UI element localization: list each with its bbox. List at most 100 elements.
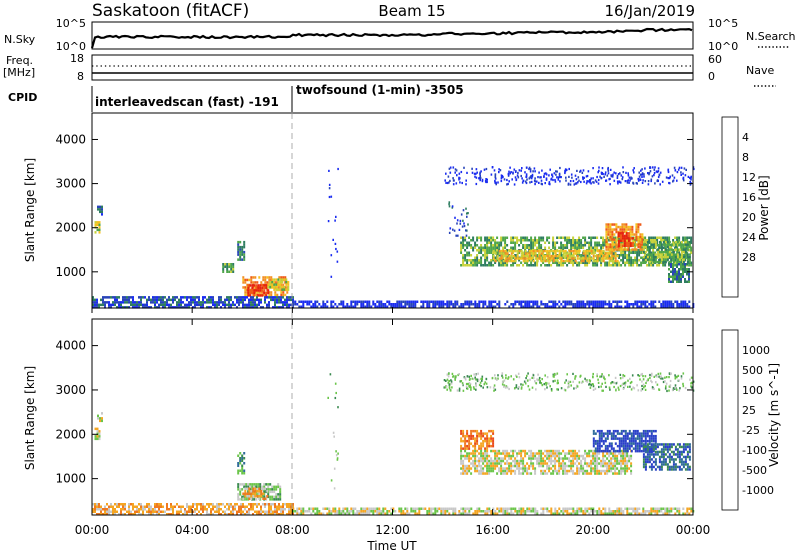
power-region (492, 249, 619, 263)
power-cell (356, 300, 359, 303)
power-point (479, 174, 481, 178)
velocity-cell (228, 503, 230, 506)
power-cell (676, 264, 679, 267)
power-cell (570, 239, 573, 242)
power-cell (524, 246, 527, 249)
velocity-cell (642, 465, 645, 469)
power-point (556, 176, 558, 179)
power-cell (658, 249, 661, 252)
y-tick-label: 1000 (55, 265, 86, 279)
power-cell (622, 254, 625, 257)
power-cell (664, 244, 667, 247)
velocity-cell (246, 492, 249, 495)
power-cell (668, 273, 670, 276)
velocity-cell (618, 442, 621, 445)
power-cell (438, 305, 441, 308)
power-cell (464, 300, 467, 303)
power-cell (584, 239, 587, 242)
power-cell (412, 300, 415, 303)
velocity-cell (482, 442, 485, 445)
velocity-cell (688, 450, 691, 454)
velocity-cell (480, 447, 483, 450)
velocity-cell (590, 469, 593, 473)
power-cell (641, 235, 644, 239)
power-cell (368, 305, 371, 308)
velocity-cell (642, 434, 645, 438)
velocity-cell (196, 508, 198, 511)
power-cell (674, 255, 677, 259)
power-cell (498, 305, 501, 308)
power-cell (639, 243, 642, 246)
power-point (680, 171, 682, 174)
power-cell (283, 288, 286, 291)
power-cell (106, 296, 108, 299)
power-cell (398, 305, 401, 308)
power-cell (542, 254, 545, 258)
power-cell (646, 253, 649, 256)
power-cell (586, 257, 589, 260)
power-cell (618, 261, 621, 264)
power-cell (273, 285, 276, 289)
velocity-cell (576, 469, 579, 473)
power-cell (230, 265, 233, 268)
velocity-cell (652, 443, 655, 446)
velocity-cell (241, 457, 244, 460)
velocity-cell (656, 450, 659, 454)
power-cell (562, 264, 565, 267)
velocity-cell (248, 503, 250, 506)
power-cell (621, 234, 624, 238)
power-point (633, 167, 635, 170)
velocity-cell (248, 497, 251, 500)
power-cell (502, 239, 505, 242)
velocity-cell (264, 505, 266, 508)
velocity-cell (640, 432, 643, 435)
velocity-cell (256, 513, 258, 516)
power-point (624, 180, 627, 183)
velocity-cell (462, 439, 465, 443)
power-cell (610, 249, 613, 253)
power-cell (658, 255, 661, 259)
power-point (601, 167, 604, 170)
power-cell (656, 260, 659, 264)
power-cell (684, 256, 687, 259)
power-point (612, 173, 614, 176)
power-cell (180, 296, 182, 299)
velocity-cell (618, 472, 621, 475)
velocity-cell (462, 469, 465, 473)
velocity-cell (280, 513, 282, 516)
power-cell (615, 243, 618, 246)
power-cell (641, 233, 644, 236)
power-cell (182, 296, 184, 299)
power-cell (150, 301, 152, 304)
power-cell (474, 241, 477, 244)
power-cell (602, 305, 605, 308)
power-cell (662, 260, 665, 264)
velocity-cell (480, 457, 483, 460)
power-cell (672, 265, 674, 268)
power-cell (214, 301, 216, 304)
velocity-cell (660, 448, 663, 451)
power-cell (253, 294, 256, 297)
power-cell (637, 245, 640, 249)
power-cell (542, 303, 545, 306)
velocity-cell (488, 439, 491, 443)
velocity-cell (271, 495, 274, 499)
power-cell (615, 225, 618, 229)
power-cell (680, 263, 682, 266)
power-point (456, 174, 458, 177)
nave-label: Nave (746, 64, 774, 77)
power-point (549, 168, 551, 171)
power-cell (623, 244, 626, 248)
velocity-cell (520, 467, 523, 470)
velocity-cell (310, 512, 313, 515)
power-cell (678, 305, 681, 308)
power-cell (540, 256, 543, 259)
velocity-cell (488, 462, 491, 465)
power-cell (124, 301, 126, 304)
power-cell (92, 298, 94, 302)
power-cell (242, 286, 245, 289)
velocity-cell (610, 459, 613, 463)
velocity-cell (254, 490, 257, 493)
velocity-cell (552, 469, 555, 473)
velocity-cell (534, 467, 537, 470)
